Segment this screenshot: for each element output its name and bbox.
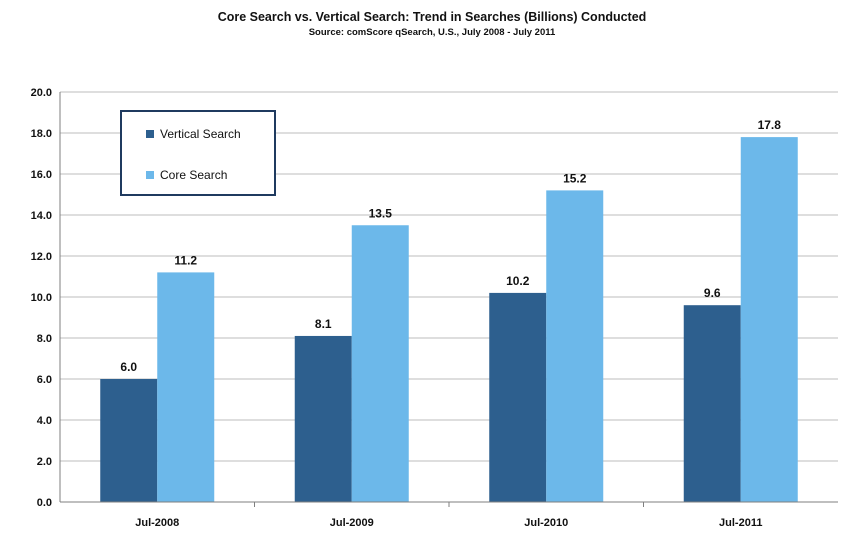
- data-label: 17.8: [758, 118, 782, 132]
- axes: [59, 92, 838, 507]
- data-label: 13.5: [369, 206, 393, 220]
- bar-vertical-Jul-2010: [489, 292, 547, 502]
- chart-title: Core Search vs. Vertical Search: Trend i…: [217, 10, 647, 24]
- data-label: 9.6: [704, 286, 721, 300]
- legend-item-core: Core Search: [146, 168, 227, 182]
- chart-subtitle: Source: comScore qSearch, U.S., July 200…: [308, 27, 556, 38]
- bar-core-Jul-2008: [157, 272, 215, 502]
- y-tick-label: 10.0: [31, 292, 52, 304]
- y-tick-label: 18.0: [31, 128, 52, 140]
- data-label: 6.0: [120, 360, 137, 374]
- y-tick-label: 16.0: [31, 169, 52, 181]
- data-label: 15.2: [563, 171, 587, 185]
- bar-vertical-Jul-2008: [100, 379, 158, 502]
- legend-item-vertical: Vertical Search: [146, 127, 241, 141]
- bar-core-Jul-2010: [546, 190, 604, 502]
- data-label: 8.1: [315, 317, 332, 331]
- bar-vertical-Jul-2011: [683, 305, 741, 502]
- x-tick-label: Jul-2010: [524, 517, 568, 529]
- bar-core-Jul-2009: [351, 225, 409, 502]
- y-tick-label: 0.0: [37, 497, 52, 509]
- legend-label-core: Core Search: [160, 168, 228, 182]
- legend: Vertical Search Core Search: [120, 110, 276, 196]
- legend-label-vertical: Vertical Search: [160, 127, 241, 141]
- bars: [100, 137, 798, 502]
- bar-vertical-Jul-2009: [294, 335, 352, 502]
- y-tick-label: 12.0: [31, 251, 52, 263]
- bar-core-Jul-2011: [740, 137, 798, 502]
- labels: 0.0 2.0 4.0 6.0 8.0 10.0 12.0 14.0 16.0 18.0 20.0 6…: [31, 87, 782, 529]
- y-tick-label: 20.0: [31, 87, 52, 99]
- y-tick-label: 4.0: [37, 415, 52, 427]
- data-label: 11.2: [174, 253, 197, 267]
- legend-swatch-vertical: [146, 130, 154, 138]
- y-tick-label: 6.0: [37, 374, 52, 386]
- x-tick-label: Jul-2011: [719, 517, 762, 529]
- data-label: 10.2: [506, 274, 530, 288]
- x-tick-label: Jul-2009: [330, 517, 374, 529]
- y-tick-label: 8.0: [37, 333, 52, 345]
- legend-swatch-core: [146, 171, 154, 179]
- y-tick-label: 2.0: [37, 456, 52, 468]
- y-tick-label: 14.0: [31, 210, 52, 222]
- x-tick-label: Jul-2008: [135, 517, 179, 529]
